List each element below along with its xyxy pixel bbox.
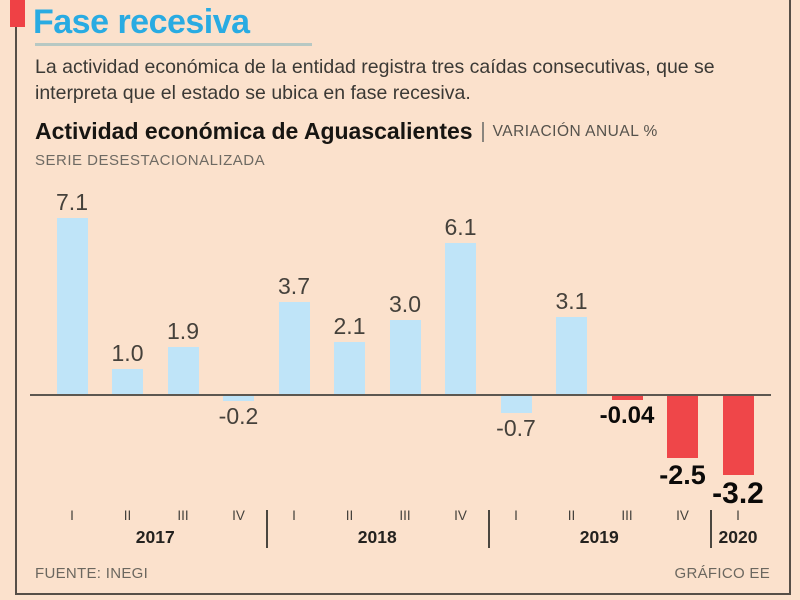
bar-value-label: -0.2 xyxy=(218,403,259,429)
graphic-credit: GRÁFICO EE xyxy=(674,565,770,582)
bar xyxy=(334,342,365,394)
title-underline xyxy=(35,43,312,46)
x-tick-label: IV xyxy=(454,508,467,523)
year-separator xyxy=(710,510,713,548)
x-tick-label: III xyxy=(177,508,189,523)
year-separator xyxy=(488,510,491,548)
x-tick-label: III xyxy=(621,508,633,523)
bar-value-label: -0.04 xyxy=(599,402,655,429)
bar-chart: 7.1 1.0 1.9 -0.2 3.7 2.1 3.0 6.1 -0.7 3.1 -0.04 -2.… xyxy=(30,189,771,510)
chart-subtitle: SERIE DESESTACIONALIZADA xyxy=(35,152,266,169)
x-tick-label: II xyxy=(567,508,576,523)
x-tick-label: IV xyxy=(232,508,245,523)
bar-value-label: 3.0 xyxy=(389,291,421,317)
x-tick-label: I xyxy=(514,508,518,523)
bar-value-label: 7.1 xyxy=(56,189,88,215)
bar xyxy=(722,396,754,475)
bar xyxy=(167,347,199,394)
chart-units-label: VARIACIÓN ANUAL % xyxy=(492,122,658,140)
bar xyxy=(56,218,88,394)
frame-left-border xyxy=(15,0,17,595)
year-label: 2019 xyxy=(579,527,619,547)
bar-value-label: 3.7 xyxy=(278,273,310,299)
x-tick-label: I xyxy=(70,508,74,523)
bar xyxy=(445,243,476,394)
year-label: 2020 xyxy=(718,527,758,547)
year-label: 2017 xyxy=(135,527,175,547)
bar xyxy=(556,317,587,394)
bar xyxy=(389,320,421,394)
header-separator xyxy=(481,121,484,142)
x-tick-label: III xyxy=(399,508,411,523)
x-tick-label: I xyxy=(292,508,296,523)
bar-value-label: -3.2 xyxy=(712,477,764,510)
page-title: Fase recesiva xyxy=(33,3,250,41)
bar xyxy=(611,396,643,400)
red-accent-marker xyxy=(10,0,25,27)
x-tick-label: II xyxy=(345,508,354,523)
chart-header: Actividad económica de Aguascalientes VA… xyxy=(35,118,658,145)
x-tick-label: II xyxy=(123,508,132,523)
bar-value-label: 3.1 xyxy=(555,288,588,314)
frame-right-border xyxy=(789,0,791,595)
source-credit: FUENTE: INEGI xyxy=(35,565,149,582)
bar xyxy=(112,369,143,394)
bar xyxy=(278,302,310,394)
bar-value-label: 2.1 xyxy=(333,313,366,339)
bar-value-label: 6.1 xyxy=(444,214,477,240)
year-label: 2018 xyxy=(357,527,397,547)
chart-title: Actividad económica de Aguascalientes xyxy=(35,118,473,144)
intro-text: La actividad económica de la entidad reg… xyxy=(35,56,715,104)
bar-value-label: 1.0 xyxy=(111,340,144,366)
bar xyxy=(223,396,254,401)
bar-value-label: 1.9 xyxy=(167,318,199,344)
frame-bottom-border xyxy=(15,593,791,595)
bar-value-label: -2.5 xyxy=(659,460,706,490)
x-tick-label: IV xyxy=(676,508,689,523)
bar xyxy=(667,396,698,458)
x-tick-label: I xyxy=(736,508,740,523)
year-separator xyxy=(266,510,269,548)
bar xyxy=(500,396,532,413)
x-axis-line xyxy=(30,394,771,396)
x-axis-labels: I II III IV I II III IV I II III IV I 2017 2018 2019 202… xyxy=(30,500,771,555)
bar-value-label: -0.7 xyxy=(496,415,536,441)
